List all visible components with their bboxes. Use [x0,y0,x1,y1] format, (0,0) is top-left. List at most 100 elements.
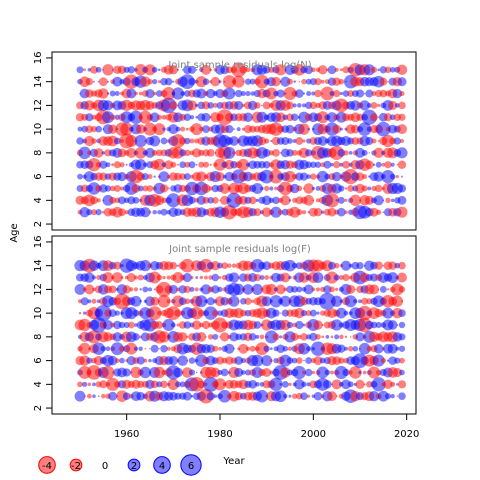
residual-negative [125,135,138,147]
residual-negative [264,275,270,280]
residual-negative [262,101,271,110]
residual-positive [365,89,374,98]
residual-negative [176,163,180,166]
residual-negative [303,183,314,194]
residual-negative [184,298,191,305]
residual-positive [195,371,198,374]
residual-negative [200,64,212,75]
residual-positive [294,379,305,390]
residual-positive [279,354,292,367]
residual-positive [390,198,395,203]
residual-negative [397,380,407,389]
residual-positive [206,392,215,401]
residual-positive [139,288,142,291]
residual-positive [112,332,123,342]
residual-points [74,258,407,404]
residual-negative [303,195,314,206]
legend-item: 4 [153,456,171,474]
residual-positive [181,69,184,71]
residual-positive [259,275,265,280]
residual-negative [185,127,189,131]
residual-negative [184,149,191,157]
residual-positive [286,149,294,157]
residual-positive [240,90,246,97]
residual-negative [290,332,299,341]
residual-positive [140,207,151,218]
residual-negative [182,367,193,378]
residual-positive [135,159,147,171]
residual-negative [158,140,161,142]
residual-positive [288,394,292,398]
residual-negative [296,357,303,364]
panel-title: Joint sample residuals log(F) [168,244,311,255]
residual-positive [107,355,118,366]
legend-item: -2 [69,458,83,472]
residual-positive [245,90,251,97]
residual-positive [390,162,395,167]
residual-positive [324,369,331,376]
residual-positive [363,92,366,95]
residual-negative [79,355,90,366]
residual-positive [189,286,195,292]
residual-negative [166,346,171,351]
y-tick-label: 10 [33,307,44,320]
residual-positive [206,344,215,353]
residual-positive [387,343,398,354]
residual-positive [95,304,112,322]
residual-negative [87,382,92,387]
residual-negative [168,65,179,75]
residual-positive [160,208,168,216]
residual-negative [396,64,408,76]
residual-positive [401,175,403,178]
y-tick-label: 2 [33,221,44,227]
residual-positive [107,80,109,83]
residual-negative [320,86,335,101]
residual-positive [150,344,159,353]
residual-positive [132,196,140,204]
residual-negative [376,209,382,215]
residual-negative [189,138,195,144]
residual-positive [250,91,255,96]
residual-negative [329,286,335,293]
residual-positive [149,112,160,123]
residual-positive [306,174,312,179]
residual-positive [178,297,187,306]
residual-negative [398,286,406,293]
residual-positive [331,319,343,331]
residual-negative [338,275,344,281]
residual-positive [312,272,324,283]
residual-positive [224,343,235,354]
residual-negative [370,102,378,109]
residual-positive [363,64,375,76]
residual-positive [145,147,155,158]
residual-negative [357,305,372,321]
residual-positive [184,137,191,145]
residual-positive [109,90,116,97]
residual-negative [395,174,399,179]
residual-positive [136,391,145,401]
residual-positive [153,288,156,291]
residual-negative [344,198,348,202]
residual-negative [316,111,329,124]
residual-positive [162,318,175,332]
residual-positive [296,286,303,293]
residual-positive [92,394,96,398]
residual-negative [321,276,324,279]
residual-negative [78,318,91,332]
residual-positive [78,146,91,160]
residual-negative [201,183,211,194]
residual-negative [142,185,149,192]
residual-positive [183,113,192,122]
residual-negative [157,294,171,308]
residual-positive [343,310,349,316]
residual-positive [118,321,126,329]
x-axis-label: Year [222,456,245,467]
residual-positive [270,139,273,143]
residual-negative [314,89,322,98]
y-tick-label: 4 [33,381,44,387]
legend-label: 0 [102,461,108,472]
residual-positive [270,347,273,351]
residual-negative [265,87,278,100]
residual-negative [342,160,350,169]
residual-negative [102,272,114,283]
